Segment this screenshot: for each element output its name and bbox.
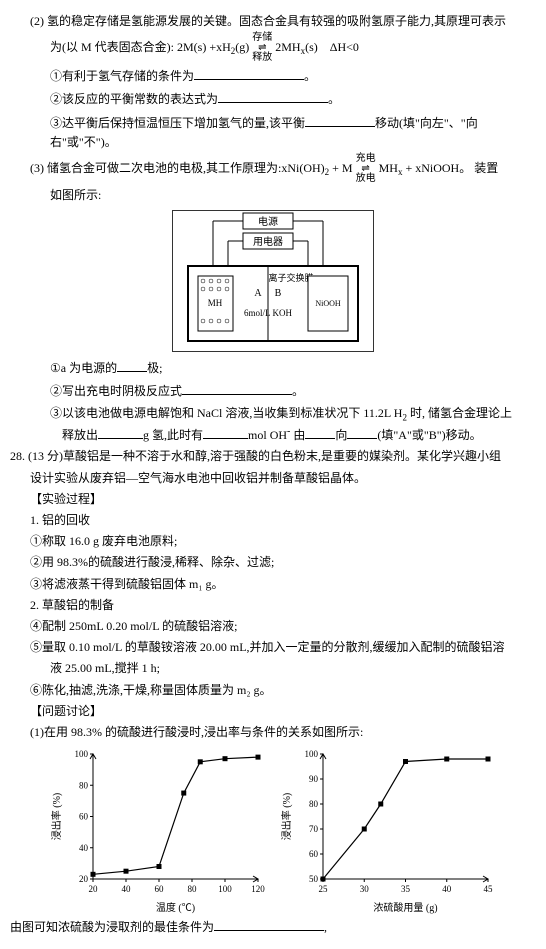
blank-field[interactable]: [182, 380, 292, 395]
blank-field[interactable]: [305, 424, 335, 439]
svg-text:40: 40: [122, 884, 132, 894]
footer-line: 由图可知浓硫酸为浸取剂的最佳条件为,: [10, 916, 536, 937]
svg-text:100: 100: [218, 884, 232, 894]
q2-equation: 为(以 M 代表固态合金): 2M(s) +xH2(g) 存储⇌ 释放 2MHx…: [10, 33, 536, 63]
chart-temperature: 20 40 60 80 100 20 40 60 80 100 120 温度 (℃) 浸出率 (%): [48, 744, 268, 914]
svg-text:浸出率 (%): 浸出率 (%): [280, 793, 293, 841]
q2-eq-pre: 为(以 M 代表固态合金): 2M(s) +xH: [50, 40, 231, 54]
svg-text:B: B: [275, 288, 282, 299]
svg-text:100: 100: [305, 749, 319, 759]
blank-field[interactable]: [305, 112, 375, 127]
blank-field[interactable]: [214, 916, 324, 931]
svg-text:120: 120: [251, 884, 265, 894]
blank-field[interactable]: [218, 88, 328, 103]
svg-text:温度 (℃): 温度 (℃): [156, 901, 195, 914]
device-label: 用电器: [253, 235, 283, 248]
s1-1: ①称取 16.0 g 废弃电池原料;: [10, 532, 536, 551]
q3-line1: (3) 储氢合金可做二次电池的电极,其工作原理为:xNi(OH)2 + M 充电…: [10, 154, 536, 184]
svg-text:60: 60: [155, 884, 165, 894]
svg-text:90: 90: [309, 774, 319, 784]
arrow-top: 存储: [252, 32, 272, 43]
svg-text:A: A: [254, 288, 262, 299]
svg-text:60: 60: [309, 849, 319, 859]
q2-sub2: ②该反应的平衡常数的表达式为。: [10, 88, 536, 109]
blank-field[interactable]: [194, 65, 304, 80]
psu-label: 电源: [258, 215, 278, 228]
blank-field[interactable]: [203, 424, 248, 439]
svg-text:离子交换膜: 离子交换膜: [268, 272, 313, 283]
q3-sub1: ①a 为电源的极;: [10, 357, 536, 378]
electrolysis-diagram: 电源 用电器 MH 离子交换膜 A B 6mol/L KOH NiOOH: [172, 210, 374, 352]
svg-text:50: 50: [309, 874, 319, 884]
s2-4: ④配制 250mL 0.20 mol/L 的硫酸铝溶液;: [10, 617, 536, 636]
svg-text:25: 25: [319, 884, 329, 894]
q2-line1: (2) 氢的稳定存储是氢能源发展的关键。固态合金具有较强的吸附氢原子能力,其原理…: [10, 12, 536, 31]
q28-header: 28. (13 分)草酸铝是一种不溶于水和醇,溶于强酸的白色粉末,是重要的媒染剂…: [10, 447, 536, 466]
svg-text:60: 60: [79, 812, 89, 822]
svg-text:20: 20: [89, 884, 99, 894]
svg-text:浓硫酸用量 (g): 浓硫酸用量 (g): [373, 901, 437, 914]
svg-text:NiOOH: NiOOH: [315, 299, 341, 308]
q3-sub3: ③以该电池做电源电解饱和 NaCl 溶液,当收集到标准状况下 11.2L H2 …: [10, 404, 536, 446]
svg-text:80: 80: [309, 799, 319, 809]
disc-1: (1)在用 98.3% 的硫酸进行酸浸时,浸出率与条件的关系如图所示:: [10, 723, 536, 742]
svg-text:20: 20: [79, 874, 89, 884]
q2-eq-end: (s) ΔH<0: [305, 40, 359, 54]
blank-field[interactable]: [98, 424, 143, 439]
q2-sub3: ③达平衡后保持恒温恒压下增加氢气的量,该平衡移动(填"向左"、"向右"或"不")…: [10, 112, 536, 152]
s1-2: ②用 98.3%的硫酸进行酸浸,稀释、除杂、过滤;: [10, 553, 536, 572]
q3-sub2: ②写出充电时阴极反应式。: [10, 380, 536, 401]
svg-text:40: 40: [442, 884, 452, 894]
svg-text:6mol/L KOH: 6mol/L KOH: [244, 308, 292, 318]
s1-title: 1. 铝的回收: [10, 511, 536, 530]
svg-text:35: 35: [401, 884, 411, 894]
q3-line2: 如图所示:: [10, 186, 536, 205]
svg-text:MH: MH: [208, 298, 223, 308]
s2-6: ⑥陈化,抽滤,洗涤,干燥,称量固体质量为 m₂ g。: [10, 681, 536, 700]
chart-acid: 50 60 70 80 90 100 25 30 35 40 45 浓硫酸用量 (g) 浸出率 (%): [278, 744, 498, 914]
s2-5b: 液 25.00 mL,搅拌 1 h;: [10, 659, 536, 678]
svg-text:80: 80: [79, 780, 89, 790]
svg-text:30: 30: [360, 884, 370, 894]
svg-text:100: 100: [75, 749, 89, 759]
s2-5: ⑤量取 0.10 mol/L 的草酸铵溶液 20.00 mL,并加入一定量的分散…: [10, 638, 536, 657]
disc-title: 【问题讨论】: [10, 702, 536, 721]
q28-header-b: 设计实验从废弃铝—空气海水电池中回收铝并制备草酸铝晶体。: [10, 469, 536, 488]
svg-text:80: 80: [188, 884, 198, 894]
blank-field[interactable]: [347, 424, 377, 439]
proc-title: 【实验过程】: [10, 490, 536, 509]
s1-3: ③将滤液蒸干得到硫酸铝固体 m₁ g。: [10, 575, 536, 594]
svg-text:40: 40: [79, 843, 89, 853]
q2-eq-mid: (g): [235, 40, 249, 54]
arrow-bot: 释放: [252, 52, 272, 63]
svg-text:浸出率 (%): 浸出率 (%): [50, 793, 63, 841]
q2-eq-post: 2MH: [275, 40, 300, 54]
blank-field[interactable]: [117, 357, 147, 372]
charts-row: 20 40 60 80 100 20 40 60 80 100 120 温度 (℃) 浸出率 (%) 5…: [10, 744, 536, 914]
q2-sub1: ①有利于氢气存储的条件为。: [10, 65, 536, 86]
s2-title: 2. 草酸铝的制备: [10, 596, 536, 615]
svg-text:45: 45: [484, 884, 494, 894]
svg-text:70: 70: [309, 824, 319, 834]
